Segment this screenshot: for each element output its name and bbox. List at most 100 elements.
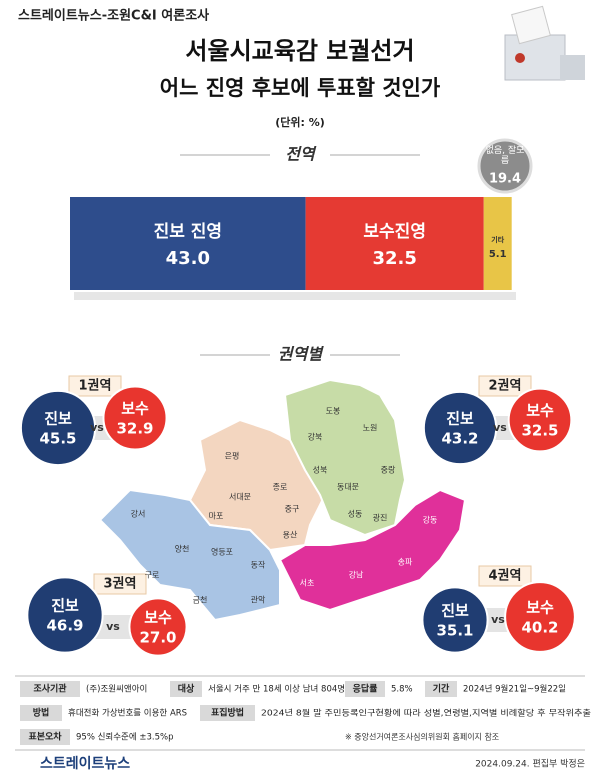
bubble — [504, 581, 576, 653]
field-tag — [20, 705, 62, 721]
district-label: 구로 — [145, 571, 160, 580]
region-label: 1권역 — [79, 378, 112, 394]
field-value: 휴대전화 가상번호를 이용한 ARS — [68, 708, 187, 719]
bubble — [421, 586, 489, 654]
district-label: 성북 — [313, 466, 328, 475]
field-tag — [20, 681, 80, 697]
district-label: 용산 — [283, 530, 298, 540]
series-label: 보수 — [526, 599, 554, 617]
series-label: 진보 — [441, 602, 469, 620]
district-label: 서초 — [300, 579, 315, 588]
value-label: 27.0 — [139, 629, 176, 647]
segment-label: 기타 — [491, 235, 504, 244]
field-tag — [170, 681, 202, 697]
region-label: 2권역 — [489, 378, 522, 394]
value-label: 32.5 — [521, 422, 558, 440]
series-label: 진보 — [51, 597, 79, 615]
value-label: 5.1 — [489, 249, 507, 260]
district-label: 성동 — [348, 510, 363, 519]
vs-label: vs — [90, 421, 104, 434]
field-tag — [20, 729, 70, 745]
section-title: 전역 — [285, 145, 317, 164]
vs-label: vs — [106, 620, 120, 633]
field-label: 대상 — [178, 683, 195, 695]
field-value: (주)조원씨앤아이 — [86, 684, 147, 695]
field-label: 방법 — [33, 707, 50, 719]
bar-segment — [70, 197, 306, 290]
note: ※ 중앙선거여론조사심의위원회 홈페이지 참조 — [345, 732, 499, 742]
region-tag — [93, 573, 147, 595]
region-label: 4권역 — [489, 568, 522, 584]
district-label: 마포 — [209, 512, 224, 521]
bubble — [507, 387, 573, 453]
district-label: 강동 — [423, 515, 438, 525]
unit: (단위: %) — [275, 115, 325, 129]
field-label: 표집방법 — [211, 707, 244, 719]
field-label: 조사기관 — [33, 683, 67, 695]
seoul-map — [98, 378, 467, 622]
bar-shadow — [74, 292, 516, 300]
callout-label: 없음, 잘모름 — [485, 146, 525, 166]
field-tag — [425, 681, 457, 697]
value-label: 35.1 — [436, 622, 473, 640]
series-label: 진보 — [44, 410, 72, 428]
field-label: 응답률 — [353, 683, 378, 695]
field-label: 표본오차 — [28, 731, 62, 743]
value-label: 32.5 — [372, 248, 416, 269]
region-tag — [68, 375, 122, 397]
subtitle: 어느 진영 후보에 투표할 것인가 — [160, 76, 441, 100]
section-title: 권역별 — [278, 345, 324, 364]
district-label: 동작 — [251, 560, 266, 570]
credit: 2024.09.24. 편집부 박정은 — [475, 758, 585, 770]
field-tag — [345, 681, 385, 697]
district-label: 관악 — [251, 595, 266, 605]
bubble — [26, 576, 104, 654]
district-label: 강서 — [131, 509, 146, 519]
series-label: 보수 — [121, 400, 149, 418]
segment-label: 진보 진영 — [154, 222, 222, 242]
value-label: 45.5 — [39, 430, 76, 448]
value-label: 40.2 — [521, 619, 558, 637]
district-label: 중랑 — [381, 465, 396, 475]
logo: 스트레이트뉴스 — [40, 755, 130, 772]
district-label: 도봉 — [326, 407, 341, 416]
district-label: 은평 — [225, 451, 240, 461]
value-label: 43.2 — [441, 430, 478, 448]
field-value: 5.8% — [391, 685, 413, 695]
district-label: 광진 — [373, 513, 388, 523]
district-label: 강남 — [349, 570, 364, 580]
field-value: 서울시 거주 만 18세 이상 남녀 804명 — [208, 684, 345, 695]
district-label: 금천 — [193, 595, 208, 605]
segment-label: 보수진영 — [363, 222, 426, 242]
field-label: 기간 — [433, 683, 450, 695]
field-tag — [200, 705, 255, 721]
district-label: 종로 — [273, 483, 288, 492]
region-tag — [478, 565, 532, 587]
district-label: 중구 — [285, 505, 300, 514]
bubble — [128, 597, 188, 657]
district-label: 서대문 — [229, 493, 251, 502]
district-label: 양천 — [175, 544, 190, 554]
district-label: 영등포 — [211, 547, 233, 557]
series-label: 진보 — [446, 410, 474, 428]
district-label: 강북 — [308, 432, 323, 442]
series-label: 보수 — [526, 402, 554, 420]
callout-bubble — [477, 138, 533, 194]
bubble — [422, 390, 498, 466]
field-value: 95% 신뢰수준에 ±3.5%p — [76, 733, 174, 743]
vs-label: vs — [491, 613, 505, 626]
bar-segment — [305, 197, 484, 290]
bubble — [102, 385, 168, 451]
value-label: 19.4 — [489, 172, 521, 187]
value-label: 32.9 — [116, 420, 153, 438]
value-label: 43.0 — [166, 248, 210, 269]
bubble — [19, 389, 97, 467]
region-tag — [478, 375, 532, 397]
field-value: 2024년 9월21일~9월22일 — [463, 684, 566, 695]
district-label: 송파 — [398, 558, 413, 567]
source: 스트레이트뉴스-조원C&I 여론조사 — [18, 8, 209, 24]
district-label: 동대문 — [337, 483, 359, 492]
ballot-icon — [504, 5, 585, 81]
